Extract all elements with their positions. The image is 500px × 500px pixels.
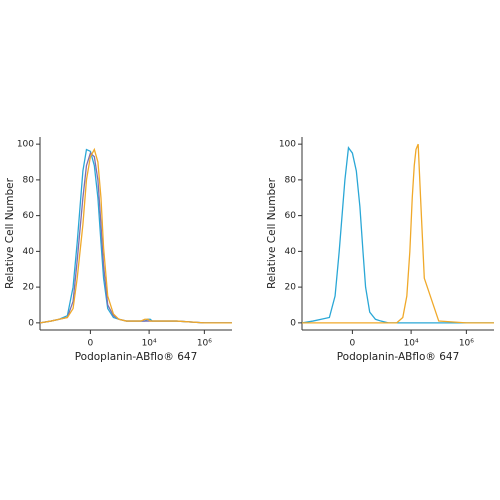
x-axis-label: Podoplanin-ABflo® 647 <box>75 351 198 363</box>
x-tick-label: 10⁴ <box>404 339 419 349</box>
y-tick-label: 20 <box>285 283 297 293</box>
y-tick-label: 60 <box>23 211 35 221</box>
x-tick-label: 0 <box>350 339 356 349</box>
x-tick-label: 10⁶ <box>459 339 474 349</box>
y-tick-label: 0 <box>290 318 296 328</box>
y-tick-label: 100 <box>279 140 296 150</box>
histogram-line <box>39 148 232 324</box>
y-axis-label: Relative Cell Number <box>4 177 16 289</box>
x-tick-label: 10⁴ <box>142 339 157 349</box>
y-tick-label: 40 <box>285 247 297 257</box>
histogram-line <box>39 151 232 324</box>
y-tick-label: 60 <box>285 211 297 221</box>
y-tick-label: 80 <box>23 175 35 185</box>
x-tick-label: 0 <box>88 339 94 349</box>
y-tick-label: 0 <box>28 318 34 328</box>
x-tick-label: 10⁶ <box>197 339 212 349</box>
y-tick-label: 20 <box>23 283 35 293</box>
histogram-line <box>39 147 232 324</box>
x-axis-label: Podoplanin-ABflo® 647 <box>337 351 460 363</box>
y-tick-label: 80 <box>285 175 297 185</box>
y-tick-label: 40 <box>23 247 35 257</box>
histogram-line <box>302 143 494 324</box>
histogram-line <box>301 145 494 324</box>
y-tick-label: 100 <box>17 140 34 150</box>
y-axis-label: Relative Cell Number <box>266 177 278 289</box>
